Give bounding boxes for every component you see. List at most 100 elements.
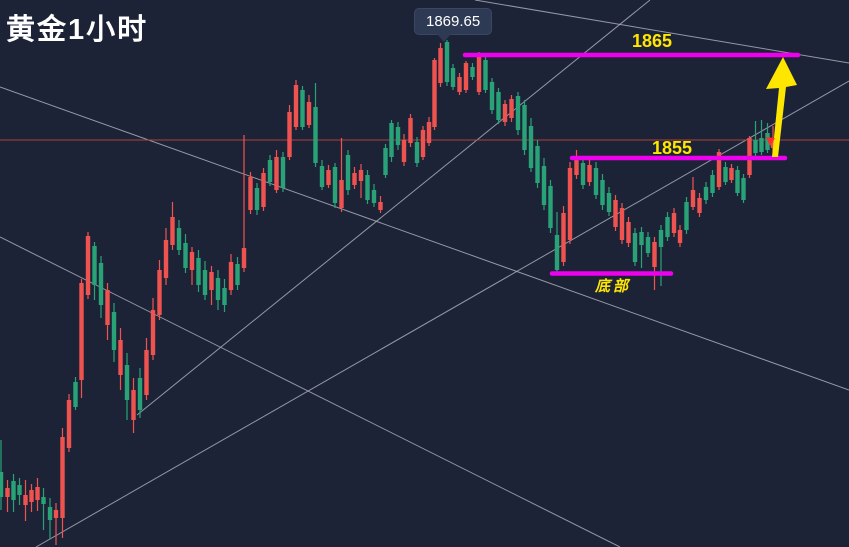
- candle-body-down: [645, 237, 651, 253]
- candle-body-down: [98, 263, 104, 305]
- candle-body-up: [5, 488, 10, 497]
- candle-body-up: [457, 77, 462, 92]
- trendline-descending-upper-right[interactable]: [474, 0, 849, 64]
- candle-body-down: [11, 481, 16, 500]
- candle-body-up: [716, 152, 722, 187]
- candle-body-down: [300, 90, 305, 127]
- candle-body-up: [561, 213, 566, 262]
- trendline-descending-major[interactable]: [0, 86, 849, 391]
- candle-body-up: [652, 242, 657, 267]
- candle-body-down: [735, 170, 740, 193]
- candle-body-down: [17, 485, 22, 495]
- candle-body-up: [729, 168, 734, 180]
- candle-body-up: [587, 165, 592, 182]
- candle-body-up: [35, 487, 40, 500]
- candle-body-up: [432, 60, 437, 127]
- candle-body-up: [287, 112, 292, 157]
- price-tooltip: 1869.65: [414, 8, 493, 35]
- candle-body-down: [658, 230, 664, 247]
- candle-body-down: [723, 167, 728, 182]
- candle-body-up: [438, 48, 443, 83]
- candle-body-down: [450, 68, 456, 87]
- candle-body-down: [319, 166, 325, 187]
- candle-body-down: [483, 60, 488, 90]
- candle-body-down: [92, 246, 97, 285]
- candle-body-up: [209, 272, 214, 290]
- candle-body-up: [352, 173, 357, 185]
- candle-body-up: [697, 198, 702, 213]
- candle-body-up: [502, 104, 508, 122]
- price-marker-icon: [766, 137, 775, 146]
- resistance-level-label[interactable]: 1865: [631, 31, 673, 51]
- trendline-descending-lower[interactable]: [0, 236, 621, 547]
- candle-body-up: [293, 85, 299, 127]
- candle-body-up: [105, 290, 110, 325]
- candle-body-down: [639, 232, 644, 245]
- candle-body-down: [313, 107, 318, 163]
- support-level-label[interactable]: 1855: [651, 138, 693, 158]
- candle-body-up: [79, 283, 84, 380]
- candle-body-down: [600, 180, 605, 205]
- candle-body-up: [509, 99, 514, 118]
- candle-body-down: [111, 312, 117, 350]
- candle-body-up: [131, 390, 136, 420]
- candle-body-down: [759, 138, 764, 152]
- candle-body-down: [606, 193, 612, 212]
- candle-body-up: [420, 130, 426, 157]
- candle-body-down: [196, 258, 201, 285]
- candle-body-up: [23, 495, 28, 505]
- candle-body-down: [183, 243, 188, 268]
- candle-body-up: [163, 240, 169, 278]
- candle-body-down: [753, 140, 758, 153]
- candle-body-down: [345, 155, 351, 190]
- candle-body-up: [574, 157, 579, 175]
- candle-body-up: [261, 173, 266, 207]
- candle-body-down: [470, 67, 475, 77]
- candle-body-up: [144, 350, 149, 395]
- candle-body-down: [535, 146, 540, 183]
- candle-body-down: [0, 472, 4, 497]
- candle-body-down: [710, 175, 715, 193]
- candle-body-up: [241, 248, 247, 268]
- candle-body-up: [463, 63, 469, 90]
- projection-arrow-up-icon[interactable]: [766, 57, 797, 157]
- candle-body-down: [496, 92, 501, 120]
- candle-body-down: [41, 497, 46, 504]
- candle-body-up: [613, 200, 618, 227]
- candle-body-up: [619, 208, 625, 240]
- candle-body-down: [202, 270, 208, 295]
- candle-body-up: [567, 168, 573, 240]
- candle-body-down: [222, 288, 227, 305]
- candle-body-up: [157, 270, 162, 315]
- candle-body-down: [593, 168, 599, 195]
- candle-body-down: [176, 228, 182, 250]
- candle-body-down: [332, 167, 338, 203]
- candle-body-up: [401, 140, 407, 162]
- candle-body-up: [29, 490, 34, 502]
- candle-body-down: [665, 217, 670, 237]
- candle-body-down: [489, 82, 495, 110]
- candle-body-up: [228, 262, 234, 290]
- candle-body-down: [395, 127, 401, 145]
- candle-body-down: [267, 160, 273, 182]
- price-tooltip-pointer-icon: [437, 34, 451, 42]
- candle-body-down: [254, 188, 260, 210]
- trendline-ascending-steep[interactable]: [136, 0, 651, 416]
- candle-body-down: [632, 233, 638, 262]
- bottom-level-label[interactable]: 底部: [594, 278, 631, 295]
- candle-body-down: [528, 126, 534, 168]
- candle-body-down: [684, 202, 689, 230]
- candle-body-down: [215, 278, 221, 300]
- candle-body-up: [189, 252, 195, 270]
- candle-body-down: [541, 166, 547, 205]
- candle-body-down: [580, 163, 586, 185]
- candle-body-up: [626, 222, 631, 243]
- candle-body-up: [358, 170, 364, 181]
- candle-body-down: [515, 96, 521, 130]
- candle-body-down: [124, 365, 130, 400]
- candle-body-down: [365, 175, 370, 200]
- candle-body-down: [548, 186, 553, 228]
- candle-body-down: [522, 105, 527, 150]
